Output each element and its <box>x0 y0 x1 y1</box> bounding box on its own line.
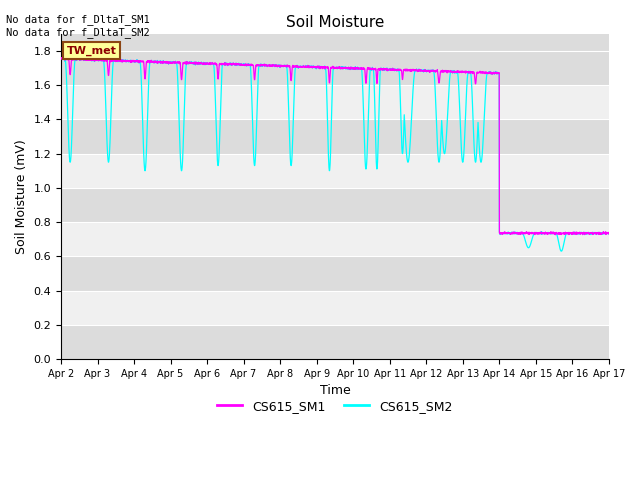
CS615_SM2 <box>535 230 543 236</box>
CS615_SM1 <box>595 230 602 236</box>
Bar <box>61 154 609 188</box>
CS615_SM2 <box>152 59 160 65</box>
Bar <box>61 290 609 325</box>
CS615_SM1 <box>152 60 160 65</box>
CS615_SM2 <box>557 248 565 254</box>
Text: No data for f_DltaT_SM1
No data for f_DltaT_SM2: No data for f_DltaT_SM1 No data for f_Dl… <box>6 14 150 38</box>
Bar <box>61 256 609 290</box>
Bar <box>61 85 609 120</box>
CS615_SM1 <box>291 64 299 70</box>
Bar <box>61 120 609 154</box>
CS615_SM1 <box>268 63 275 69</box>
CS615_SM2 <box>605 231 612 237</box>
Line: CS615_SM1: CS615_SM1 <box>61 58 609 235</box>
CS615_SM1 <box>605 231 612 237</box>
Legend: CS615_SM1, CS615_SM2: CS615_SM1, CS615_SM2 <box>212 395 458 418</box>
Bar <box>61 325 609 359</box>
CS615_SM1 <box>552 232 559 238</box>
Bar <box>61 222 609 256</box>
CS615_SM2 <box>291 72 299 77</box>
Bar <box>61 51 609 85</box>
CS615_SM2 <box>57 54 65 60</box>
Bar <box>61 188 609 222</box>
Title: Soil Moisture: Soil Moisture <box>285 15 384 30</box>
CS615_SM1 <box>57 55 65 61</box>
CS615_SM2 <box>595 231 602 237</box>
CS615_SM1 <box>58 55 65 60</box>
CS615_SM2 <box>268 63 275 69</box>
Line: CS615_SM2: CS615_SM2 <box>61 57 609 251</box>
CS615_SM2 <box>120 58 127 64</box>
Y-axis label: Soil Moisture (mV): Soil Moisture (mV) <box>15 139 28 254</box>
CS615_SM1 <box>120 59 127 64</box>
X-axis label: Time: Time <box>319 384 350 397</box>
Text: TW_met: TW_met <box>67 46 116 56</box>
CS615_SM1 <box>536 230 543 236</box>
